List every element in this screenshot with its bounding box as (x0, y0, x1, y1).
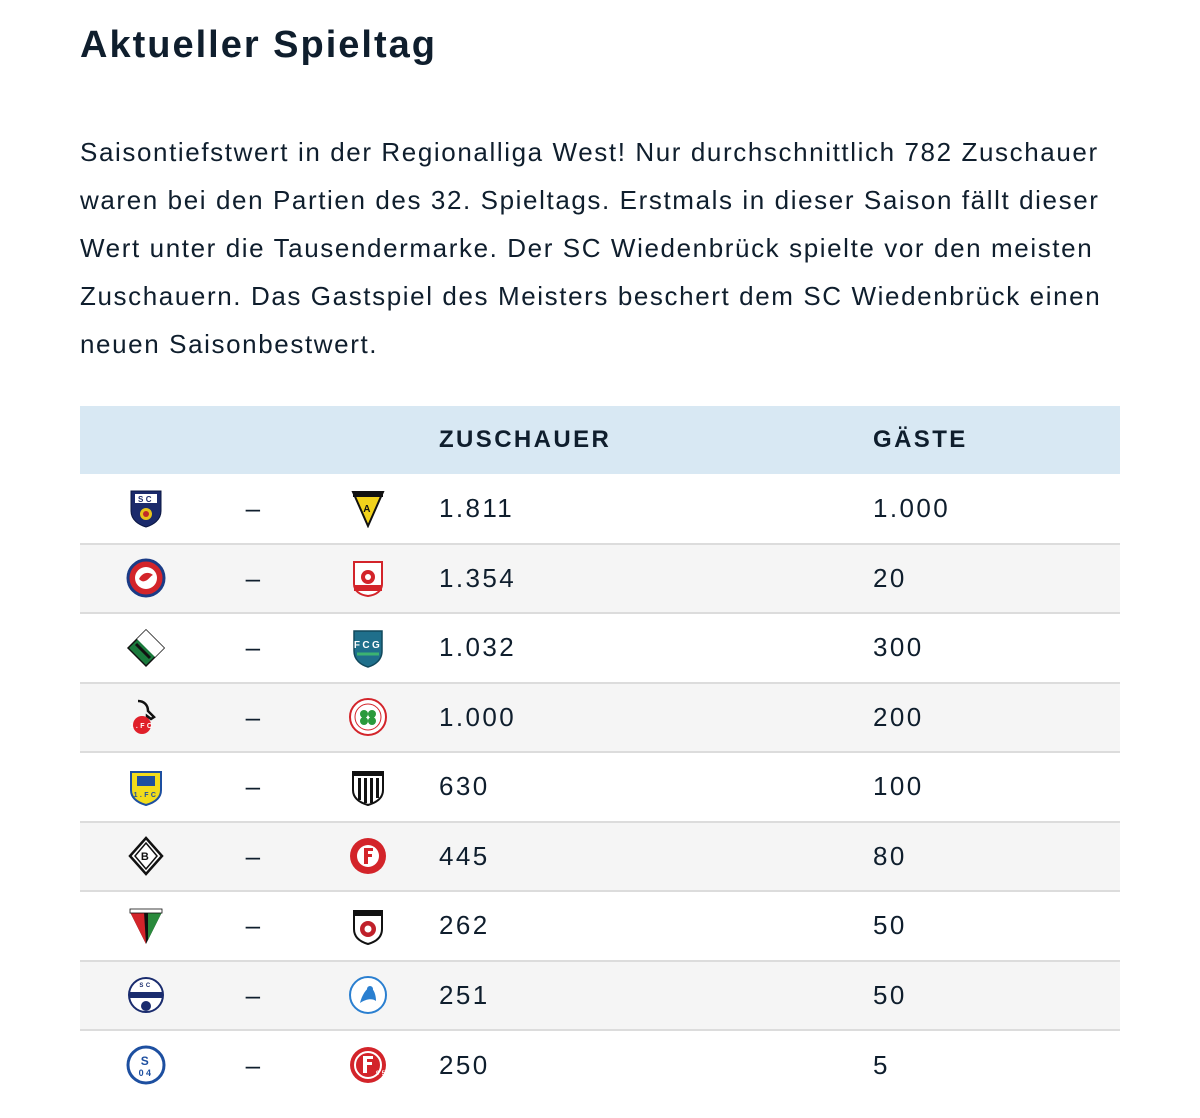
borussia-moenchengladbach-crest-icon: B (126, 836, 166, 877)
table-row: 1.FC – 1.000 200 (80, 682, 1120, 753)
svg-text:B: B (141, 851, 151, 863)
1-fc-bocholt-striped-crest-icon (348, 767, 388, 807)
zuschauer-value: 251 (439, 979, 490, 1010)
fortuna-koeln-crest-icon (348, 836, 388, 876)
zuschauer-value: 1.354 (439, 562, 517, 593)
header-away (296, 406, 439, 474)
away-team-cell (296, 544, 439, 614)
home-team-cell: 1.FC (80, 683, 212, 753)
schalke-04-crest-icon: S 04 (126, 1045, 166, 1085)
gaeste-value: 20 (873, 562, 907, 593)
svg-text:1.FC: 1.FC (134, 792, 159, 799)
away-team-cell (296, 752, 439, 822)
away-team-cell (296, 822, 439, 892)
svg-text:1.FC: 1.FC (130, 723, 155, 730)
table-row: – 262 50 (80, 891, 1120, 961)
match-separator: – (245, 910, 263, 941)
1-fc-bocholt-yellow-crest-icon: 1.FC (126, 767, 166, 807)
sc-paderborn-crest-icon: SC (126, 975, 166, 1015)
sc-wiedenbrueck-crest-icon: SC (126, 488, 166, 528)
header-sep (212, 406, 296, 474)
gaeste-value: 50 (873, 979, 907, 1010)
home-team-cell (80, 613, 212, 683)
sv-lippstadt-crest-icon (348, 906, 388, 946)
home-team-cell (80, 891, 212, 961)
table-row: B – 445 80 (80, 821, 1120, 892)
gaeste-value: 5 (873, 1049, 890, 1080)
alemannia-aachen-crest-icon: A (348, 488, 388, 529)
svg-text:S: S (141, 1054, 151, 1068)
svg-text:A: A (363, 504, 373, 515)
gaeste-value: 1.000 (873, 492, 951, 523)
table-row: – 1.354 20 (80, 543, 1120, 614)
zuschauer-value: 250 (439, 1049, 490, 1080)
1-fc-koeln-crest-icon: 1.FC (126, 697, 166, 737)
gaeste-value: 300 (873, 632, 924, 663)
zuschauer-value: 445 (439, 840, 490, 871)
match-separator: – (245, 562, 263, 593)
wuppertaler-sv-crest-icon (126, 558, 166, 598)
gaeste-value: 80 (873, 840, 907, 871)
match-separator: – (245, 840, 263, 871)
away-team-cell (296, 891, 439, 961)
svg-text:04: 04 (139, 1068, 154, 1078)
table-row: S 04 – 95 250 5 (80, 1030, 1120, 1100)
page-title: Aktueller Spieltag (80, 24, 437, 66)
match-separator: – (245, 1049, 263, 1080)
home-team-cell: SC (80, 474, 212, 544)
match-separator: – (245, 771, 263, 802)
zuschauer-value: 1.811 (439, 492, 515, 523)
zuschauer-value: 1.032 (439, 632, 517, 663)
table-header-row: ZUSCHAUER GÄSTE (80, 406, 1120, 474)
rot-weiss-ahlen-crest-icon (348, 558, 388, 598)
attendance-table: ZUSCHAUER GÄSTE SC – A 1.811 1.000 – 1.354 20 – F… (80, 406, 1120, 1100)
header-gaeste: GÄSTE (873, 426, 968, 453)
away-team-cell: 95 (296, 1030, 439, 1100)
gaeste-value: 100 (873, 771, 924, 802)
match-separator: – (245, 979, 263, 1010)
home-team-cell: B (80, 822, 212, 892)
away-team-cell (296, 961, 439, 1031)
rot-weiss-oberhausen-crest-icon (348, 697, 388, 737)
table-row: – FCG 1.032 300 (80, 613, 1120, 683)
zuschauer-value: 1.000 (439, 701, 517, 732)
intro-paragraph: Saisontiefstwert in der Regionalliga Wes… (80, 137, 1102, 359)
home-team-cell (80, 544, 212, 614)
header-zuschauer: ZUSCHAUER (439, 426, 612, 453)
gaeste-value: 200 (873, 701, 924, 732)
match-separator: – (245, 492, 263, 523)
fortuna-duesseldorf-crest-icon: 95 (348, 1045, 388, 1085)
away-team-cell: A (296, 474, 439, 544)
fc-wegberg-crest-icon (126, 906, 166, 946)
sv-schermbeck-crest-icon (126, 628, 166, 668)
zuschauer-value: 630 (439, 771, 490, 802)
table-row: SC – A 1.811 1.000 (80, 474, 1120, 544)
table-row: SC – 251 50 (80, 960, 1120, 1031)
table-row: 1.FC – 630 100 (80, 752, 1120, 822)
content: Aktueller Spieltag Saisontiefstwert in d… (80, 0, 1120, 1100)
away-team-cell: FCG (296, 613, 439, 683)
home-team-cell: S 04 (80, 1030, 212, 1100)
home-team-cell: SC (80, 961, 212, 1031)
svg-text:SC: SC (139, 983, 152, 989)
match-separator: – (245, 632, 263, 663)
sportfreunde-lotte-crest-icon (348, 975, 388, 1015)
svg-text:FCG: FCG (353, 640, 381, 651)
svg-text:SC: SC (138, 495, 154, 504)
gaeste-value: 50 (873, 910, 907, 941)
svg-text:95: 95 (376, 1071, 387, 1077)
fc-guetersloh-crest-icon: FCG (348, 628, 388, 668)
home-team-cell: 1.FC (80, 752, 212, 822)
header-home (80, 406, 212, 474)
zuschauer-value: 262 (439, 910, 490, 941)
match-separator: – (245, 701, 263, 732)
away-team-cell (296, 683, 439, 753)
